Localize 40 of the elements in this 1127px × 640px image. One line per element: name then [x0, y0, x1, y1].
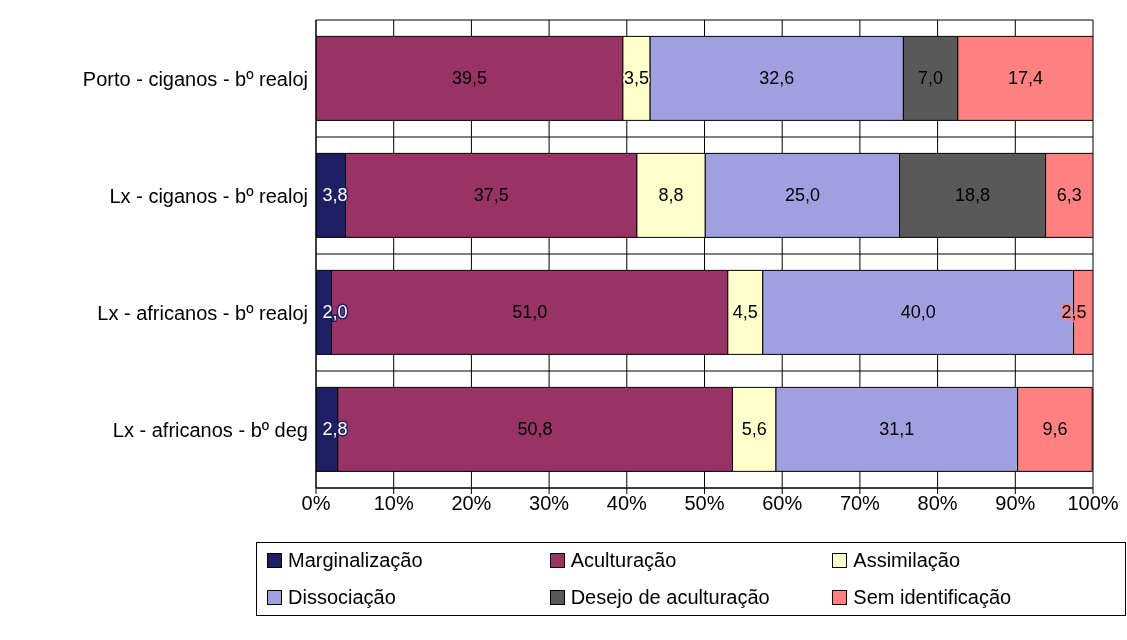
x-tick-label: 40%	[606, 492, 648, 515]
x-tick-label: 80%	[917, 492, 958, 515]
data-label: 50,8	[517, 419, 553, 440]
x-tick-label: 60%	[762, 492, 803, 515]
x-tick-label: 100%	[1067, 492, 1119, 515]
data-label: 3,8	[322, 185, 348, 206]
y-tick-label: Lx - ciganos - bº realoj	[109, 184, 308, 207]
data-label: 4,5	[732, 302, 758, 323]
x-tick-label: 70%	[839, 492, 881, 515]
x-tick-label: 10%	[373, 492, 414, 515]
data-label: 2,8	[322, 419, 348, 440]
data-label: 8,8	[658, 185, 684, 206]
data-label: 18,8	[955, 185, 991, 206]
legend-label: Assimilação	[853, 549, 961, 572]
data-label: 37,5	[473, 185, 509, 206]
data-label: 9,6	[1042, 419, 1068, 440]
data-label: 3,5	[624, 68, 650, 89]
data-label: 6,3	[1056, 185, 1082, 206]
data-label: 17,4	[1007, 68, 1043, 89]
data-label: 7,0	[918, 68, 944, 89]
legend-label: Sem identificação	[853, 586, 1012, 609]
legend-label: Dissociação	[288, 586, 396, 609]
data-label: 51,0	[512, 302, 548, 323]
data-label: 25,0	[784, 185, 820, 206]
data-label: 31,1	[879, 419, 915, 440]
x-tick-label: 0%	[301, 492, 331, 515]
y-tick-label: Lx - africanos - bº realoj	[97, 301, 308, 324]
data-label: 39,5	[451, 68, 487, 89]
legend-label: Aculturação	[570, 549, 677, 572]
x-tick-label: 90%	[995, 492, 1036, 515]
data-label: 5,6	[741, 419, 767, 440]
x-tick-label: 50%	[684, 492, 725, 515]
x-tick-label: 30%	[529, 492, 570, 515]
y-tick-label: Porto - ciganos - bº realoj	[82, 67, 308, 90]
x-tick-label: 20%	[451, 492, 492, 515]
legend-label: Marginalização	[288, 549, 423, 572]
data-label: 40,0	[900, 302, 936, 323]
legend-label: Desejo de aculturação	[570, 586, 770, 609]
data-label: 32,6	[759, 68, 795, 89]
y-tick-label: Lx - africanos - bº deg	[112, 418, 308, 441]
